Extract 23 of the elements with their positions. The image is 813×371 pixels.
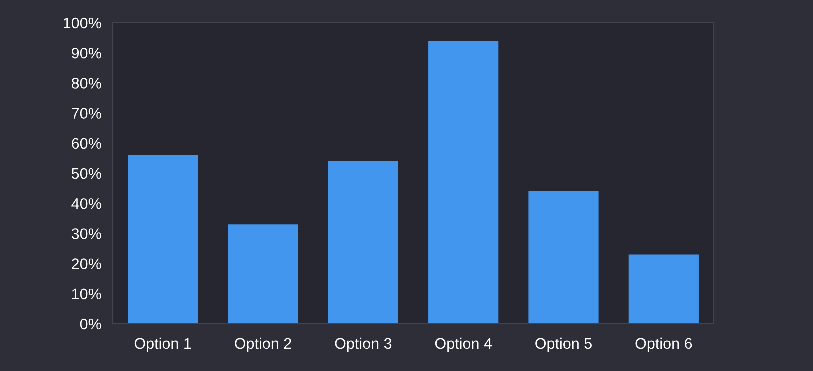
bar xyxy=(128,155,198,324)
y-tick-label: 100% xyxy=(64,18,102,29)
y-tick-label: 30% xyxy=(72,228,102,240)
bar xyxy=(228,224,298,324)
y-tick-label: 20% xyxy=(72,258,102,270)
x-tick-label: Option 3 xyxy=(335,338,392,352)
y-tick-label: 80% xyxy=(72,78,102,89)
x-tick-label: Option 1 xyxy=(134,338,192,352)
y-tick-label: 60% xyxy=(72,138,102,150)
y-tick-label: 40% xyxy=(72,198,102,210)
bar xyxy=(628,254,699,324)
y-tick-label: 0% xyxy=(80,318,102,330)
y-tick-label: 50% xyxy=(72,168,102,180)
y-tick-label: 90% xyxy=(72,48,102,59)
x-tick-label: Option 5 xyxy=(536,338,592,352)
x-tick-label: Option 6 xyxy=(636,338,692,352)
bar xyxy=(328,161,398,324)
y-tick-label: 10% xyxy=(72,288,102,300)
x-tick-label: Option 4 xyxy=(435,338,492,352)
x-tick-label: Option 2 xyxy=(235,338,292,352)
bar xyxy=(428,41,499,324)
y-tick-label: 70% xyxy=(72,108,102,119)
bar xyxy=(528,192,599,324)
